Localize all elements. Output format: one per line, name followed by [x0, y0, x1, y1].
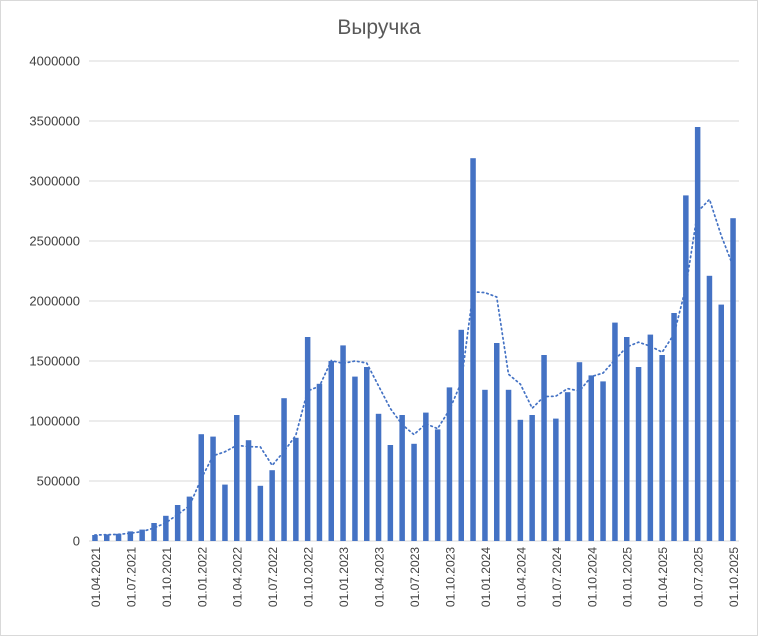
bar	[730, 218, 736, 541]
bar	[612, 322, 618, 541]
bar	[139, 529, 145, 541]
x-tick-label: 01.01.2023	[337, 547, 351, 607]
bar	[411, 443, 417, 541]
x-tick-label: 01.10.2024	[585, 547, 599, 607]
bar	[352, 376, 358, 541]
bar	[104, 534, 110, 541]
bar	[529, 415, 535, 541]
bar	[624, 337, 630, 541]
x-tick-label: 01.07.2024	[550, 547, 564, 607]
bar	[647, 334, 654, 541]
bar	[683, 195, 689, 541]
y-tick-label: 1500000	[29, 354, 80, 369]
bar	[328, 361, 334, 541]
bar	[127, 531, 134, 541]
x-tick-label: 01.04.2024	[514, 547, 528, 607]
bar	[706, 275, 713, 541]
bar	[210, 436, 216, 541]
bar	[588, 375, 594, 541]
bar	[446, 387, 453, 541]
bar	[245, 440, 252, 541]
x-tick-label: 01.01.2022	[195, 547, 209, 607]
bar	[635, 367, 642, 541]
x-tick-label: 01.07.2022	[266, 547, 280, 607]
trend-line	[94, 197, 734, 536]
bar	[458, 329, 464, 541]
y-tick-label: 4000000	[29, 54, 80, 69]
bar	[293, 437, 299, 541]
x-tick-label: 01.07.2021	[124, 547, 138, 607]
x-tick-label: 01.01.2025	[621, 547, 635, 607]
chart-title: Выручка	[337, 16, 421, 39]
bar	[92, 535, 98, 541]
bar	[234, 415, 240, 541]
bar	[470, 158, 476, 541]
y-tick-label: 3000000	[29, 174, 80, 189]
y-tick-label: 0	[73, 534, 80, 549]
x-tick-label: 01.10.2021	[160, 547, 174, 607]
x-tick-label: 01.10.2023	[444, 547, 458, 607]
chart-canvas: 0 500000 1000000 1500000 2000000 2500000 30000…	[29, 54, 741, 608]
bar	[257, 485, 264, 541]
x-tick-label: 01.07.2023	[408, 547, 422, 607]
bar	[541, 355, 547, 541]
y-tick-label: 500000	[37, 474, 80, 489]
x-tick-label: 01.07.2025	[692, 547, 706, 607]
bar	[399, 415, 405, 541]
bar	[659, 355, 665, 541]
bar	[434, 429, 441, 541]
x-tick-label: 01.04.2022	[231, 547, 245, 607]
bar	[423, 412, 429, 541]
bar	[222, 484, 228, 541]
bar	[564, 392, 571, 541]
bar	[694, 127, 701, 541]
bar	[281, 398, 287, 541]
bar	[482, 389, 488, 541]
bar	[174, 505, 181, 541]
x-tick-label: 01.04.2023	[373, 547, 387, 607]
bar	[671, 313, 677, 541]
y-tick-label: 1000000	[29, 414, 80, 429]
bar	[576, 362, 583, 541]
bar	[198, 434, 204, 541]
bar	[517, 419, 524, 541]
x-tick-label: 01.10.2022	[302, 547, 316, 607]
bar	[387, 445, 394, 541]
bar	[375, 413, 382, 541]
x-tick-label: 01.04.2021	[89, 547, 103, 607]
x-tick-label: 01.01.2024	[479, 547, 493, 607]
bar	[115, 533, 122, 541]
y-tick-label: 2500000	[29, 234, 80, 249]
x-tick-label: 01.10.2025	[727, 547, 741, 607]
bar	[364, 367, 370, 541]
bar	[163, 515, 169, 541]
bar	[505, 389, 512, 541]
bar	[269, 470, 275, 541]
bar	[316, 383, 323, 541]
x-tick-label: 01.04.2025	[656, 547, 670, 607]
bar	[494, 343, 500, 541]
bar	[718, 304, 724, 541]
y-tick-label: 2000000	[29, 294, 80, 309]
bar	[186, 496, 193, 541]
bar	[600, 381, 606, 541]
bar	[151, 523, 157, 541]
bar	[340, 345, 346, 541]
bar	[553, 418, 559, 541]
bar	[304, 337, 311, 541]
y-tick-label: 3500000	[29, 114, 80, 129]
